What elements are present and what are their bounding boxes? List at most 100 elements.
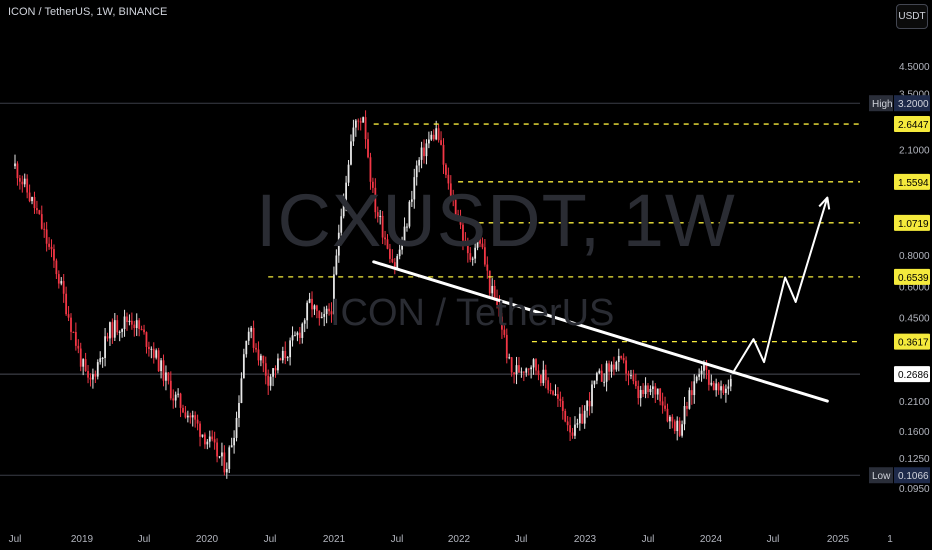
candle-body <box>479 237 481 244</box>
candle-body <box>150 348 153 350</box>
candle-body <box>542 369 545 384</box>
candle-body <box>569 425 571 433</box>
candle-body <box>359 121 362 123</box>
candle-body <box>396 256 399 269</box>
y-tick-label: 4.5000 <box>899 62 930 73</box>
candle-body <box>432 134 435 140</box>
candle-body <box>557 394 559 399</box>
candle-body <box>345 182 348 203</box>
candle-body <box>92 374 94 380</box>
candle-body <box>559 398 562 401</box>
candle-body <box>45 229 48 244</box>
y-tick-label: 0.4500 <box>899 314 930 325</box>
candle-body <box>221 452 223 457</box>
candle-body <box>374 187 377 213</box>
candle-body <box>371 181 374 188</box>
candle-body <box>357 120 360 122</box>
candle-body <box>571 432 574 436</box>
candle-body <box>364 117 367 140</box>
candle-body <box>252 327 255 348</box>
candle-body <box>384 237 386 240</box>
candle-body <box>286 357 289 359</box>
low-tag-label: Low <box>872 471 891 482</box>
candle-body <box>216 442 218 457</box>
candle-body <box>410 199 413 202</box>
chart-title: ICON / TetherUS, 1W, BINANCE <box>8 6 168 18</box>
candle-body <box>393 262 396 269</box>
y-tick-label: 0.8000 <box>899 251 930 262</box>
candle-body <box>544 369 547 381</box>
candle-body <box>36 208 38 211</box>
x-tick-label: 2023 <box>574 534 597 545</box>
candle-body <box>593 380 596 385</box>
candle-body <box>60 281 63 284</box>
y-tick-label: 0.1600 <box>899 427 930 438</box>
candle-body <box>376 212 379 217</box>
candle-body <box>113 320 116 338</box>
currency-button[interactable]: USDT <box>896 4 928 29</box>
last-price-label: 0.2686 <box>898 370 929 381</box>
candle-body <box>647 385 649 393</box>
x-tick-label: Jul <box>264 534 277 545</box>
candle-body <box>586 400 589 411</box>
candle-body <box>552 391 554 395</box>
candle-body <box>130 320 133 325</box>
candle-body <box>267 375 270 386</box>
x-tick-label: 2021 <box>323 534 346 545</box>
candle-body <box>354 120 357 128</box>
candle-body <box>459 218 462 225</box>
candle-body <box>104 336 106 358</box>
candle-body <box>155 350 158 358</box>
candle-body <box>535 359 537 371</box>
candle-body <box>189 415 192 418</box>
candle-body <box>272 368 274 377</box>
candle-body <box>289 340 292 358</box>
candle-body <box>281 350 284 361</box>
level-badge <box>894 116 930 133</box>
candle-body <box>347 164 350 183</box>
candle-body <box>301 323 304 338</box>
candle-body <box>204 434 206 445</box>
level-badge-label: 2.6447 <box>898 120 929 131</box>
candle-body <box>493 285 496 299</box>
candle-body <box>279 358 282 361</box>
candle-body <box>367 139 369 158</box>
candle-body <box>406 226 408 228</box>
candle-body <box>622 357 625 361</box>
candle-body <box>342 202 345 217</box>
candle-body <box>727 386 730 389</box>
candle-body <box>627 373 630 376</box>
level-badge-label: 0.6539 <box>898 273 929 284</box>
candle-body <box>527 368 530 370</box>
candle-body <box>16 163 19 179</box>
candle-body <box>656 388 659 395</box>
candle-body <box>700 370 703 375</box>
candle-body <box>174 394 177 401</box>
candle-body <box>583 410 586 424</box>
y-tick-label: 3.5000 <box>899 89 930 100</box>
candle-body <box>491 285 494 294</box>
candle-body <box>169 380 172 399</box>
candle-body <box>712 382 715 391</box>
candle-body <box>162 360 165 381</box>
candle-body <box>65 293 68 315</box>
y-tick-label: 0.1250 <box>899 454 930 465</box>
candle-body <box>642 389 645 395</box>
candle-body <box>296 332 299 336</box>
candle-body <box>464 240 467 242</box>
candle-body <box>199 423 201 437</box>
candle-body <box>445 164 447 175</box>
candle-body <box>720 386 722 391</box>
candle-body <box>391 258 394 263</box>
level-badge-label: 0.3617 <box>898 338 929 349</box>
candle-body <box>598 370 601 374</box>
candle-body <box>109 322 111 339</box>
x-tick-label: Jul <box>138 534 151 545</box>
candle-body <box>510 357 513 373</box>
candle-body <box>208 436 211 442</box>
candle-body <box>284 350 287 359</box>
candle-body <box>537 370 540 376</box>
candle-body <box>233 437 236 446</box>
candle-body <box>57 274 60 284</box>
